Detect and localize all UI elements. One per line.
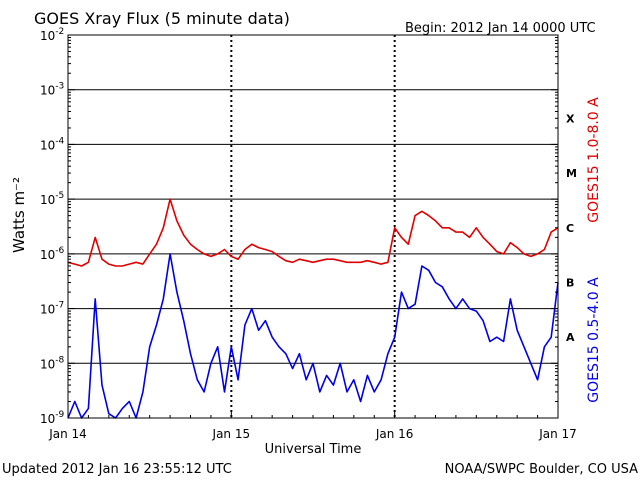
updated-timestamp: Updated 2012 Jan 16 23:55:12 UTC [2,462,232,477]
y-tick-label: 10-4 [40,136,65,152]
y-tick-label: 10-3 [40,82,64,98]
series-line-short-channel [67,253,559,419]
y-axis-label: Watts m⁻² [10,177,28,253]
y-tick-label: 10-2 [40,27,64,43]
legend-short-channel: GOES15 0.5-4.0 A [586,277,602,403]
legend-long-channel: GOES15 1.0-8.0 A [586,97,602,223]
x-tick-label: Jan 16 [375,427,414,441]
plot-frame [67,34,559,419]
chart-title: GOES Xray Flux (5 minute data) [34,9,290,28]
flare-class-label: A [566,331,575,344]
data-series [67,198,559,419]
y-tick-label: 10-6 [40,246,65,262]
y-tick-label: 10-9 [40,410,65,426]
flare-class-label: X [566,112,575,125]
y-tick-label: 10-5 [40,191,64,207]
x-tick-label: Jan 15 [212,427,251,441]
flare-class-label: M [566,167,577,180]
flare-class-markers: X M C B A [566,112,577,344]
x-axis-label: Universal Time [265,442,362,457]
y-axis: 10-9 10-8 10-7 10-6 10-5 10-4 10-3 10-2 [40,27,558,426]
y-tick-label: 10-8 [40,355,65,371]
x-tick-label: Jan 14 [48,427,87,441]
series-line-long-channel [67,198,559,267]
flare-class-label: C [566,222,574,235]
flare-class-label: B [566,276,574,289]
x-axis: Jan 14 Jan 15 Jan 16 Jan 17 [48,411,577,441]
begin-time-label: Begin: 2012 Jan 14 0000 UTC [405,21,596,36]
source-credit: NOAA/SWPC Boulder, CO USA [445,462,638,477]
gridlines [68,35,558,418]
y-tick-label: 10-7 [40,301,64,317]
x-tick-label: Jan 17 [538,427,577,441]
